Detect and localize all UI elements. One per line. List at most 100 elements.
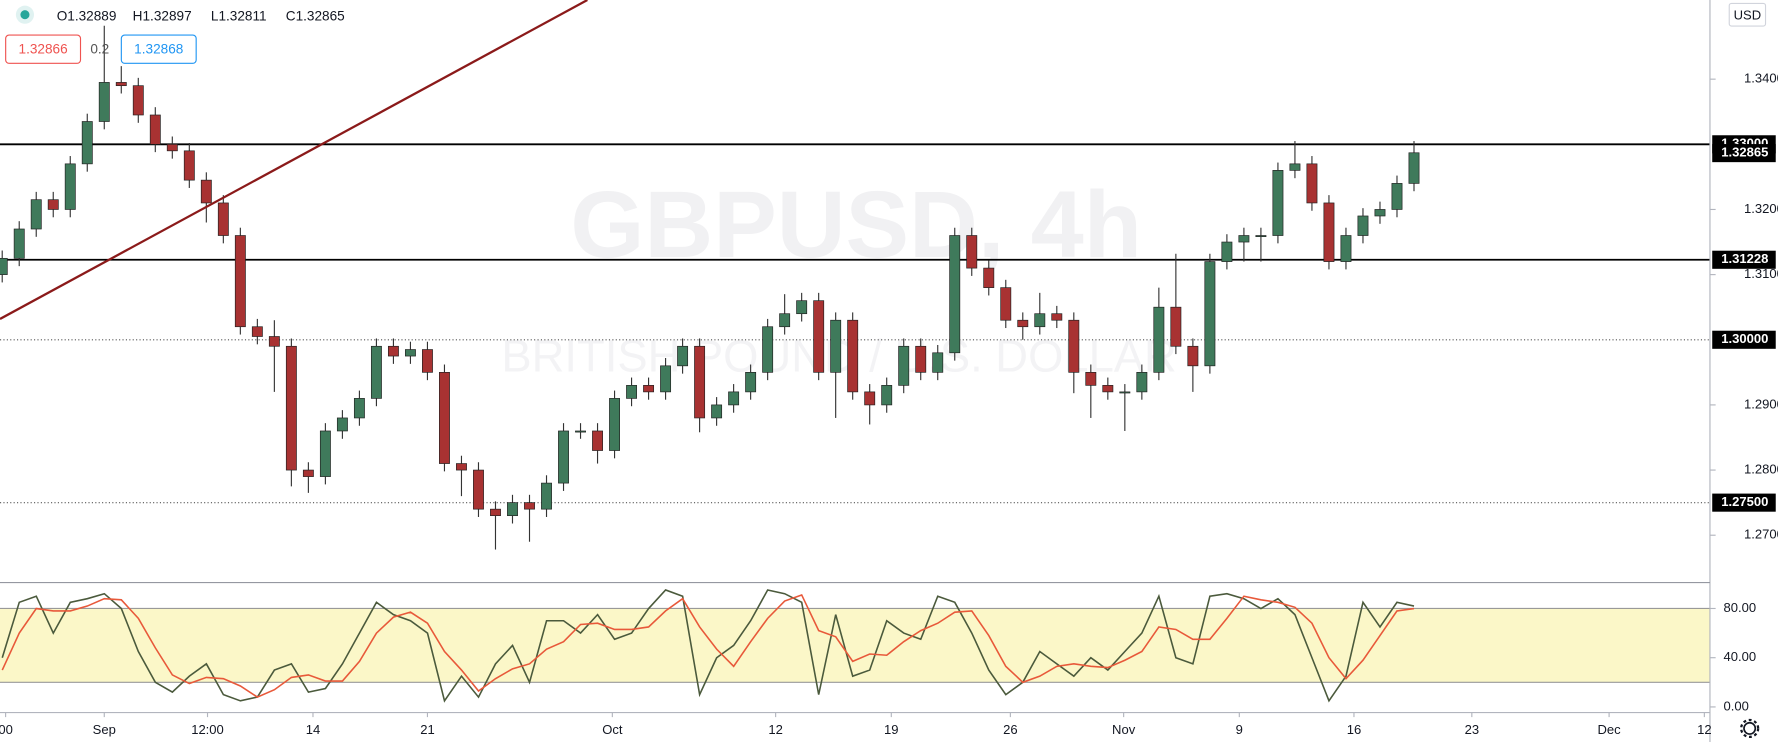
candle-body bbox=[575, 430, 586, 433]
candle-body bbox=[1255, 235, 1267, 237]
symbol-watermark: GBPUSD, 4h bbox=[570, 172, 1142, 278]
y-tick-label: 1.31000 bbox=[1744, 266, 1778, 281]
candle-body bbox=[1170, 306, 1182, 347]
candle-body bbox=[1187, 345, 1199, 367]
candle-body bbox=[47, 199, 59, 210]
settings-icon[interactable] bbox=[1740, 718, 1760, 739]
candle-body bbox=[915, 345, 927, 373]
candle-body bbox=[336, 417, 348, 432]
x-tick-label: 21 bbox=[420, 722, 435, 737]
candle-body bbox=[319, 430, 331, 477]
candle-body bbox=[1153, 306, 1165, 373]
candle-body bbox=[1391, 183, 1403, 210]
candle-body bbox=[592, 430, 603, 451]
candle-body bbox=[1357, 215, 1369, 236]
candle-body bbox=[813, 300, 825, 373]
indicator-line bbox=[1, 593, 1415, 698]
candle-body bbox=[200, 179, 212, 204]
candle-body bbox=[183, 150, 195, 181]
last-price-badge bbox=[1712, 144, 1776, 163]
y-tick-label: 1.27000 bbox=[1744, 527, 1778, 542]
candle-body bbox=[762, 326, 774, 373]
candle-body bbox=[507, 502, 518, 517]
candle-body bbox=[796, 300, 808, 315]
candle-body bbox=[847, 319, 859, 393]
candle-body bbox=[932, 352, 944, 373]
candle-body bbox=[1068, 319, 1080, 373]
candle-body bbox=[983, 267, 995, 288]
candle-body bbox=[643, 385, 655, 393]
spread: 0.2 bbox=[90, 41, 109, 56]
candle-body bbox=[302, 469, 314, 477]
candle-body bbox=[404, 349, 416, 357]
x-tick-label: 16 bbox=[1347, 722, 1362, 737]
x-tick-label: Nov bbox=[1112, 722, 1136, 737]
x-tick-label: Sep bbox=[93, 722, 116, 737]
gear-ring bbox=[1743, 721, 1757, 735]
candle-body bbox=[830, 319, 842, 373]
candle-body bbox=[64, 163, 76, 210]
candle-body bbox=[439, 371, 450, 464]
candle-body bbox=[353, 398, 365, 419]
candle-body bbox=[1374, 209, 1386, 217]
candle-body bbox=[422, 349, 433, 373]
candle-body bbox=[711, 404, 723, 419]
ask-price: 1.32868 bbox=[134, 41, 183, 56]
candle-body bbox=[558, 430, 569, 484]
x-tick-label: Dec bbox=[1598, 722, 1622, 737]
candle-body bbox=[1204, 261, 1216, 367]
indicator-y-tick-label: 40.00 bbox=[1724, 649, 1757, 664]
status-dot bbox=[20, 10, 30, 20]
candle-body bbox=[132, 85, 144, 116]
candle-body bbox=[1221, 241, 1233, 262]
x-tick-label: 12:00 bbox=[191, 722, 224, 737]
y-tick-label: 1.29000 bbox=[1744, 396, 1778, 411]
candle-body bbox=[13, 228, 25, 259]
x-tick-label: 12 bbox=[1697, 722, 1712, 737]
candle-body bbox=[524, 502, 535, 510]
candle-body bbox=[1306, 163, 1318, 204]
candle-body bbox=[251, 326, 263, 337]
candle-body bbox=[217, 202, 229, 236]
indicator-pane bbox=[0, 589, 1710, 703]
candle-body bbox=[1000, 287, 1012, 321]
x-tick-label: Oct bbox=[602, 722, 623, 737]
candle-body bbox=[1340, 235, 1352, 262]
y-tick-label: 1.34000 bbox=[1744, 71, 1778, 86]
y-tick-label: 1.32000 bbox=[1744, 201, 1778, 216]
candle-body bbox=[677, 345, 689, 367]
candle-body bbox=[1289, 163, 1301, 171]
candle-body bbox=[1238, 235, 1250, 243]
x-tick-label: 12 bbox=[768, 722, 783, 737]
currency: USD bbox=[1734, 7, 1762, 22]
indicator-line bbox=[1, 589, 1415, 703]
candle-body bbox=[779, 313, 791, 328]
x-tick-label: 9 bbox=[1236, 722, 1243, 737]
gear-teeth bbox=[1740, 718, 1760, 739]
level-badge bbox=[1712, 330, 1776, 349]
candle-body bbox=[370, 345, 382, 399]
axes: 1.27000 1.28000 1.29000 1.31000 1.32000 1.340… bbox=[0, 71, 1778, 738]
sell-button[interactable] bbox=[5, 34, 82, 64]
indicator-band bbox=[0, 608, 1710, 683]
candle-body bbox=[541, 482, 552, 510]
candle-body bbox=[456, 463, 467, 471]
candle-body bbox=[285, 345, 297, 471]
candle-body bbox=[949, 235, 961, 354]
x-tick-label: 19 bbox=[884, 722, 899, 737]
candle-body bbox=[1323, 202, 1335, 262]
candle-body bbox=[30, 199, 42, 230]
indicator-y-tick-label: 0.00 bbox=[1724, 698, 1749, 713]
trend-line[interactable] bbox=[0, 0, 588, 320]
candle-body bbox=[98, 82, 110, 122]
candle-body bbox=[1272, 170, 1284, 236]
y-tick-label: 1.28000 bbox=[1744, 462, 1778, 477]
buy-button[interactable] bbox=[120, 34, 197, 64]
candle-body bbox=[1017, 319, 1029, 328]
candle-body bbox=[1034, 313, 1046, 328]
currency-button[interactable] bbox=[1728, 2, 1767, 27]
candle-body bbox=[898, 345, 910, 386]
candle-body bbox=[0, 257, 8, 275]
candle-body bbox=[1085, 371, 1097, 386]
